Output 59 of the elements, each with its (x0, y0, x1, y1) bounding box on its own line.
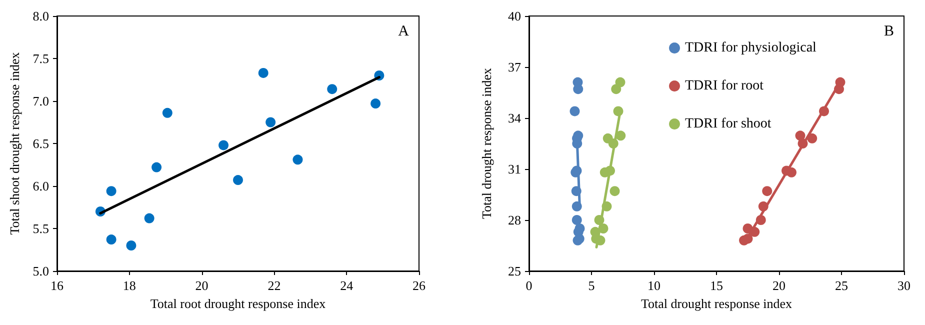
x-tick-label: 16 (50, 278, 64, 293)
point (572, 77, 583, 88)
point (602, 133, 613, 144)
point (258, 68, 268, 78)
point (572, 201, 582, 212)
y-tick-label: 25 (508, 264, 521, 278)
legend-label: TDRI for root (685, 78, 764, 94)
y-tick-label: 6.0 (32, 178, 49, 194)
y-tick-label: 5.0 (32, 264, 49, 278)
x-tick-label: 0 (526, 278, 532, 293)
y-tick-label: 6.5 (32, 136, 49, 151)
x-axis-title: Total root drought response index (150, 296, 326, 311)
point (162, 108, 172, 118)
x-tick-label: 22 (268, 278, 281, 293)
point (327, 84, 338, 94)
point (762, 186, 772, 196)
legend-label: TDRI for physiological (685, 40, 817, 56)
x-axis-title: Total drought response index (640, 296, 793, 311)
x-tick-label: 26 (412, 278, 426, 293)
x-tick-label: 24 (340, 278, 354, 293)
x-tick-label: 10 (648, 278, 660, 293)
x-tick-label: 20 (772, 278, 786, 293)
point (126, 240, 136, 250)
annotation: B (884, 24, 894, 40)
point (266, 117, 276, 128)
point (795, 130, 806, 141)
point (106, 186, 116, 196)
point (152, 162, 162, 172)
x-tick-label: 5 (588, 278, 595, 293)
x-tick-label: 25 (835, 278, 848, 293)
x-tick-label: 20 (195, 278, 208, 293)
y-tick-label: 7.0 (32, 94, 49, 108)
point (144, 213, 154, 224)
y-axis-title: Total shoot drought response index (7, 52, 22, 235)
y-tick-label: 34 (508, 110, 522, 126)
point (807, 133, 818, 144)
y-tick-label: 28 (508, 212, 521, 228)
x-tick-label: 18 (122, 278, 136, 293)
point (610, 186, 620, 196)
point (106, 234, 116, 245)
point (573, 226, 584, 237)
y-axis-title: Total drought response index (479, 67, 494, 220)
point (370, 98, 381, 109)
point (570, 106, 580, 116)
y-tick-label: 8.0 (32, 8, 49, 24)
point (572, 215, 582, 225)
y-tick-label: 37 (508, 60, 522, 74)
annotation: A (398, 24, 410, 40)
point (218, 140, 229, 150)
legend-label: TDRI for shoot (685, 116, 772, 132)
point (292, 154, 303, 165)
y-tick-label: 31 (508, 162, 521, 176)
x-tick-label: 15 (710, 278, 723, 293)
point (615, 77, 626, 88)
y-tick-label: 40 (508, 8, 521, 24)
x-tick-label: 30 (898, 278, 910, 293)
y-tick-label: 5.5 (32, 221, 49, 236)
point (233, 175, 243, 186)
y-tick-label: 7.5 (32, 51, 49, 66)
